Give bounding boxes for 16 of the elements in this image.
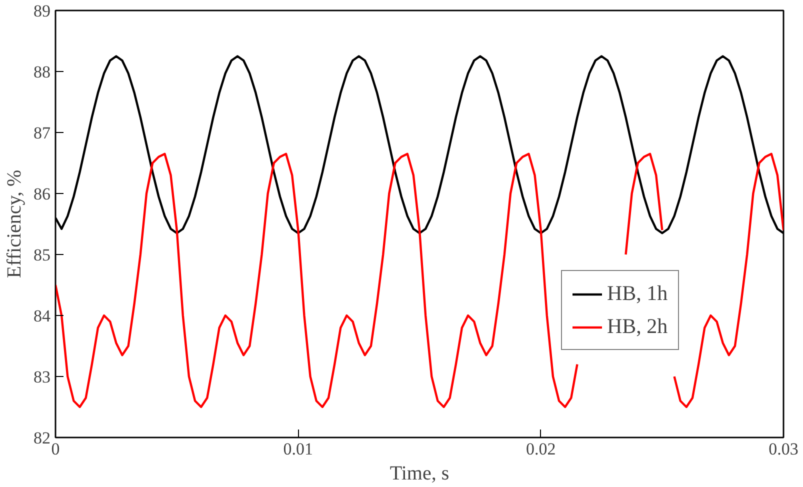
x-axis-title: Time, s xyxy=(390,462,450,484)
y-tick-label: 89 xyxy=(34,2,50,20)
y-tick-label: 86 xyxy=(34,184,50,204)
x-tick-label: 0.01 xyxy=(283,440,314,458)
x-tick-label: 0 xyxy=(51,440,60,458)
x-tick-label: 0.03 xyxy=(768,440,798,458)
y-tick-label: 88 xyxy=(34,62,50,82)
legend-label: HB, 1h xyxy=(607,281,668,306)
y-tick-label: 87 xyxy=(34,124,51,142)
y-tick-label: 84 xyxy=(34,306,51,326)
legend-label: HB, 2h xyxy=(607,314,668,339)
y-tick-label: 83 xyxy=(34,368,50,386)
y-tick-label: 82 xyxy=(34,428,50,448)
x-tick-label: 0.02 xyxy=(526,440,556,458)
y-axis-title: Efficiency, % xyxy=(4,170,26,278)
y-tick-label: 85 xyxy=(34,246,50,264)
